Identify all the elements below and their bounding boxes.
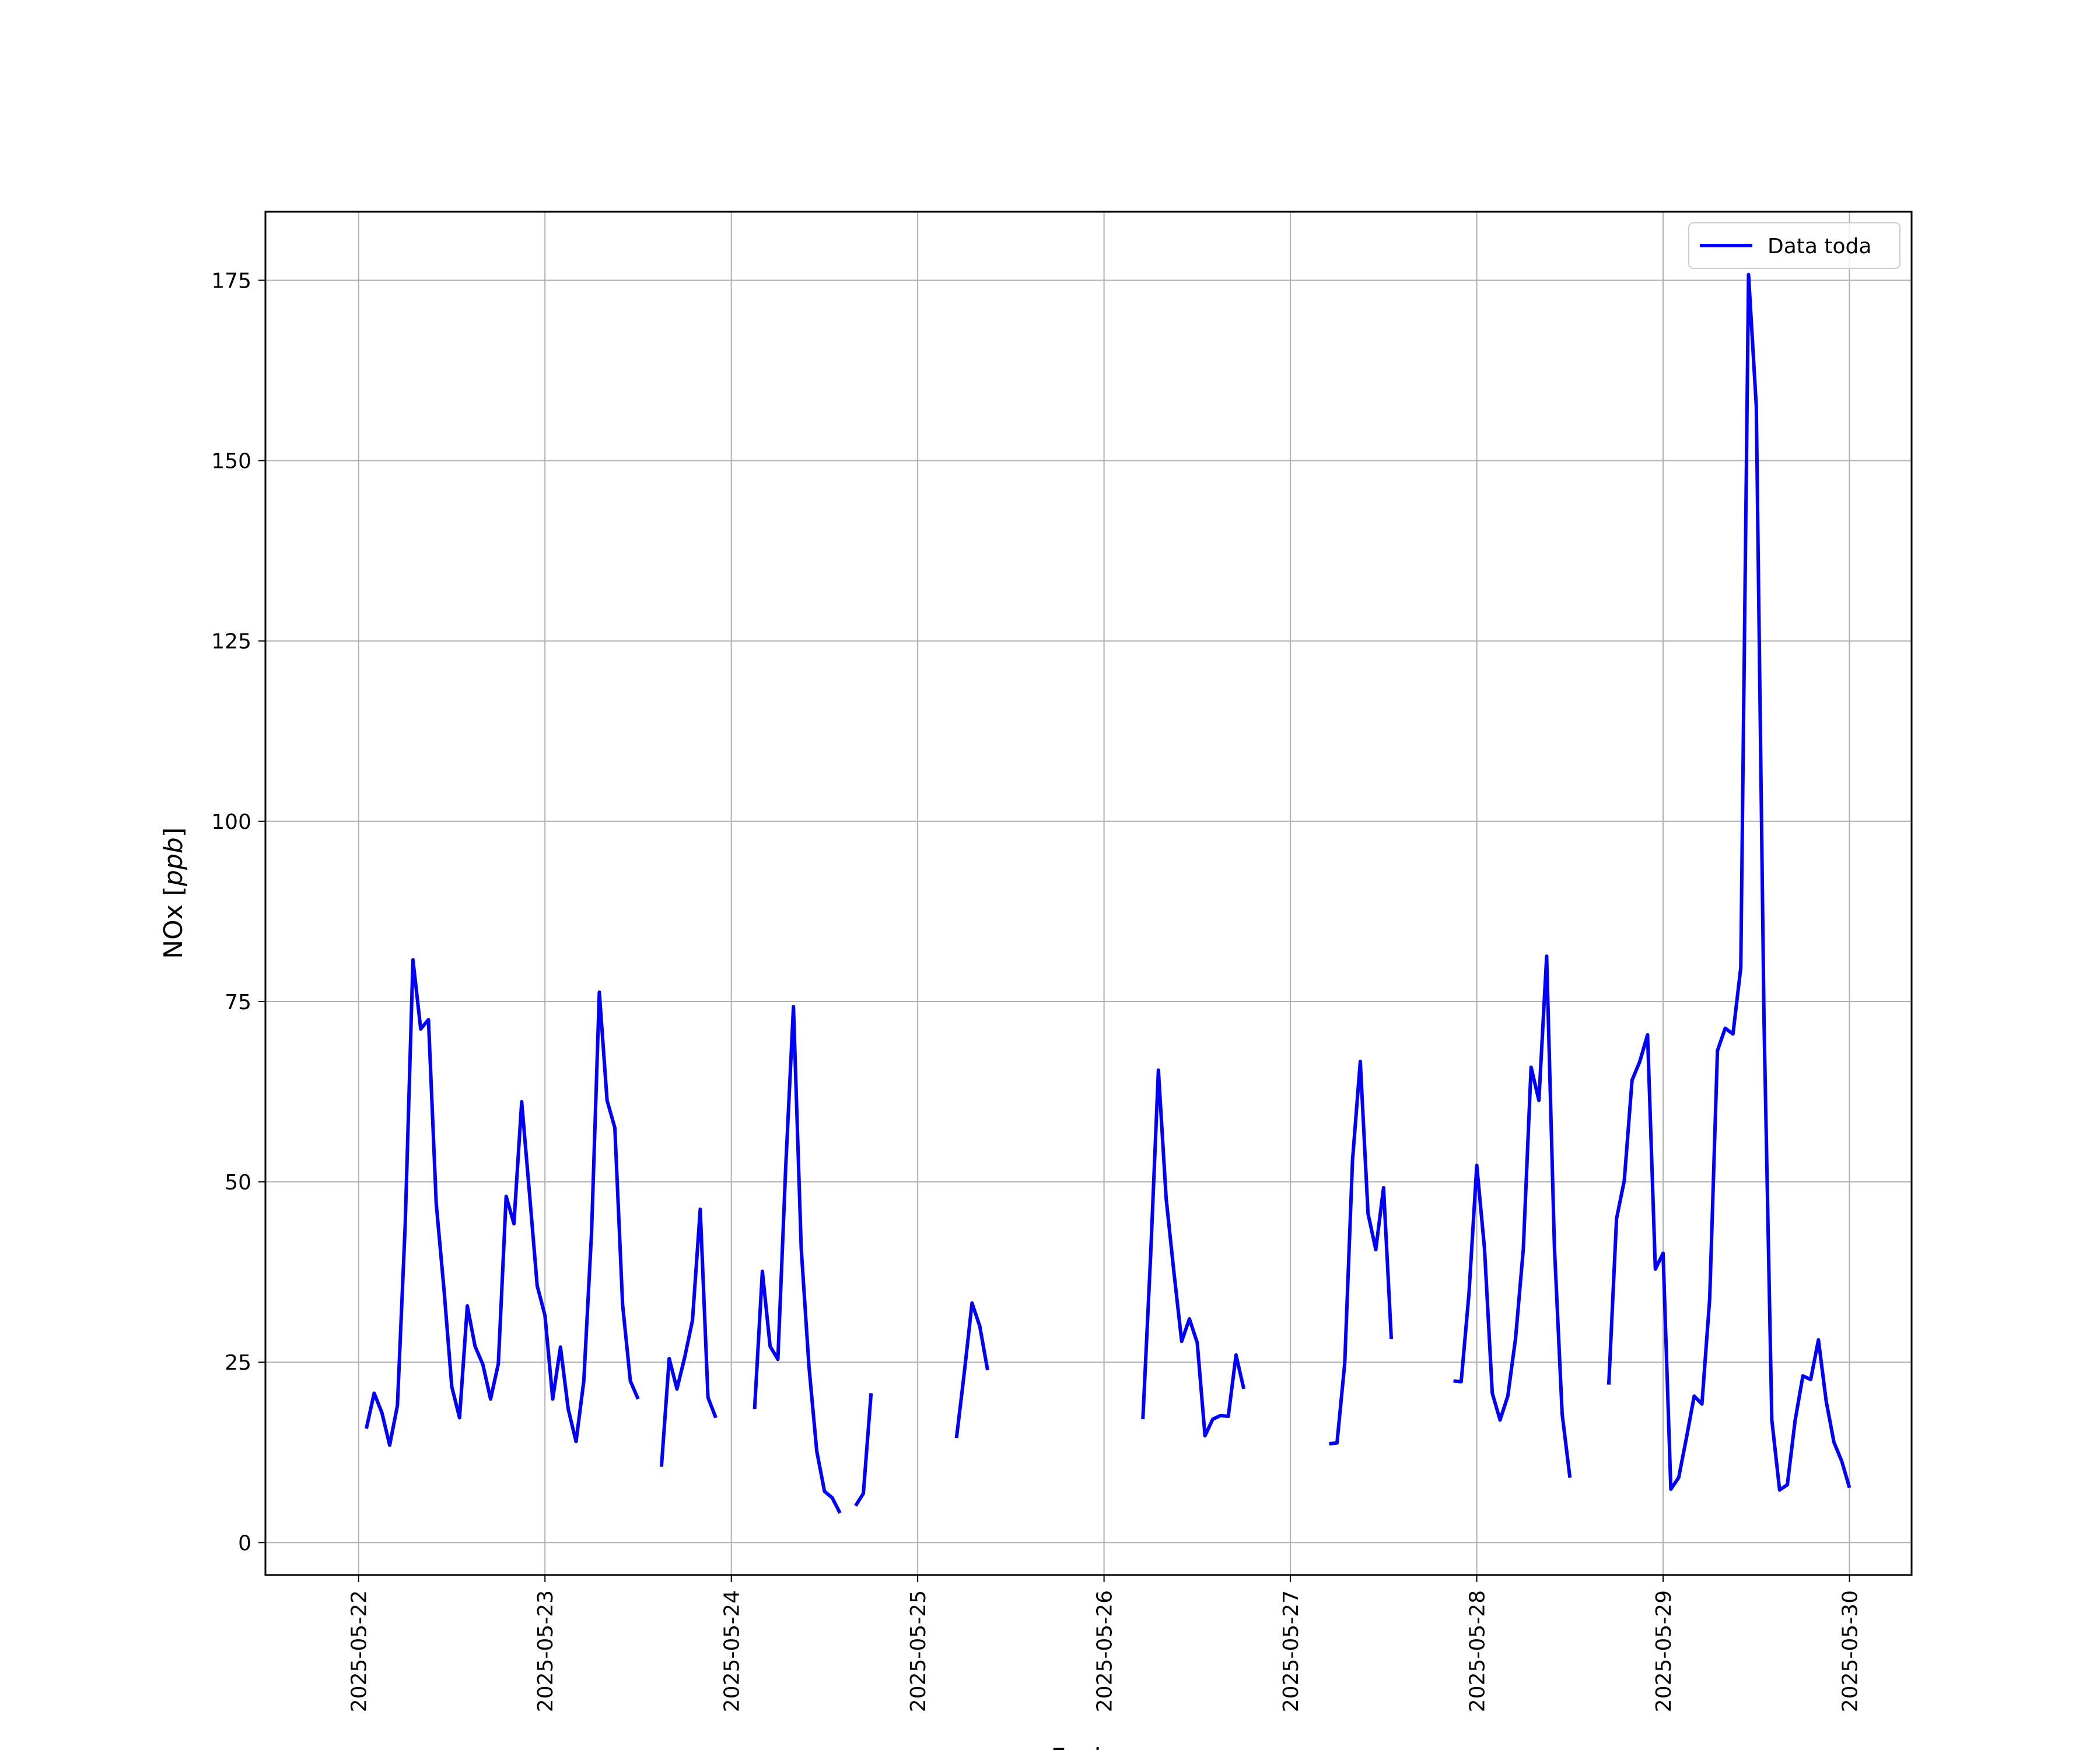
series-line-segment [954,1301,989,1438]
x-tick-label: 2025-05-29 [1652,1590,1676,1712]
x-axis-label: Fecha [1051,1743,1126,1750]
grid [265,212,1912,1575]
x-tick-label: 2025-05-30 [1839,1590,1863,1712]
y-tick-label: 150 [211,450,251,474]
y-tick-label: 0 [238,1531,251,1555]
axis-ticks: 2025-05-22 2025-05-23 2025-05-24 2025-05-25… [211,269,1862,1712]
y-tick-label: 125 [211,630,251,654]
y-tick-label: 25 [225,1351,251,1375]
y-axis-label-bracket-open: [ [159,886,188,896]
series-line-segment [854,1393,873,1507]
y-tick-label: 50 [225,1171,251,1195]
x-tick-label: 2025-05-23 [534,1590,558,1712]
x-tick-label: 2025-05-22 [348,1590,372,1712]
legend-entry-data-toda: Data toda [1768,235,1871,258]
y-axis-label-unit: ppb [159,837,188,887]
series-line-segment [1329,1059,1394,1446]
series-layer [365,272,1852,1514]
x-tick-label: 2025-05-25 [907,1590,930,1712]
y-tick-label: 100 [211,810,251,834]
plot-frame [264,211,1913,1576]
series-line-segment [365,958,640,1447]
x-tick-label: 2025-05-24 [720,1590,744,1712]
y-axis-label-bracket-close: ] [159,827,188,837]
series-line-segment [1453,954,1572,1478]
legend: Data toda [1688,222,1901,269]
y-tick-label: 175 [211,269,251,293]
series-line-segment [659,1208,718,1467]
y-axis-label-text: NOx [159,904,188,959]
y-tick-label: 75 [225,991,251,1014]
y-axis-label: NOx [ppb] [159,827,188,959]
legend-box [1688,222,1901,269]
series-line-segment [1141,1068,1246,1438]
x-tick-label: 2025-05-28 [1466,1590,1490,1712]
series-line-segment [1606,272,1852,1492]
x-tick-label: 2025-05-27 [1279,1590,1303,1712]
series-line-segment [752,1005,842,1514]
x-tick-label: 2025-05-26 [1093,1590,1117,1712]
